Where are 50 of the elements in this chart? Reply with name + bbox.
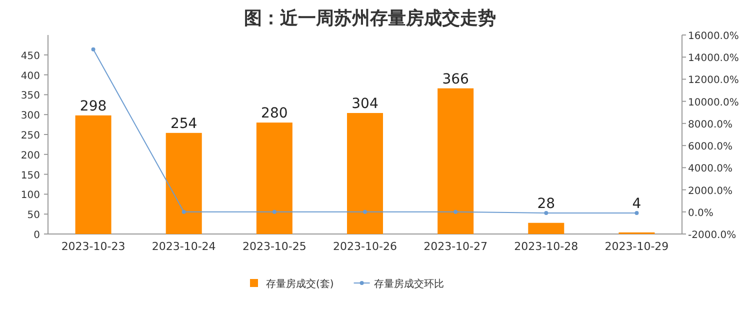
bar	[438, 88, 474, 234]
point	[363, 210, 367, 214]
x-tick-label: 2023-10-26	[333, 240, 397, 253]
x-tick-label: 2023-10-25	[242, 240, 306, 253]
y-tick-label: 150	[20, 170, 40, 182]
chart-title: 图：近一周苏州存量房成交走势	[244, 8, 496, 29]
y2-tick-label: -2000.0%	[688, 230, 736, 241]
x-tick-label: 2023-10-28	[514, 240, 578, 253]
y-tick-label: 250	[20, 130, 40, 142]
data-label: 280	[261, 106, 288, 122]
y-tick-label: 200	[20, 150, 40, 162]
point	[454, 210, 458, 214]
x-tick-label: 2023-10-29	[604, 240, 669, 253]
y-tick-label: 400	[20, 70, 40, 82]
legend-label: 存量房成交(套)	[266, 278, 334, 290]
point	[634, 210, 639, 215]
point	[272, 210, 276, 214]
y2-tick-label: 4000.0%	[688, 164, 732, 175]
y-tick-label: 450	[20, 50, 40, 62]
bar	[528, 222, 564, 234]
data-label: 4	[632, 196, 642, 212]
point	[91, 47, 96, 52]
y-tick-label: 0	[34, 230, 40, 241]
y2-tick-label: 6000.0%	[688, 142, 732, 153]
bar	[347, 113, 383, 234]
y2-tick-label: 14000.0%	[688, 53, 739, 64]
y-tick-label: 300	[20, 110, 40, 122]
point	[544, 210, 548, 215]
bar	[75, 115, 112, 234]
data-label: 298	[80, 98, 107, 114]
y2-tick-label: 12000.0%	[688, 75, 739, 86]
bar	[256, 122, 292, 234]
y2-tick-label: 10000.0%	[688, 97, 739, 108]
y-tick-label: 100	[20, 190, 40, 202]
x-tick-label: 2023-10-24	[152, 240, 216, 253]
y2-tick-label: 2000.0%	[688, 186, 732, 197]
point	[182, 210, 186, 214]
data-label: 366	[442, 71, 470, 88]
data-label: 254	[170, 116, 198, 132]
x-tick-label: 2023-10-27	[424, 240, 488, 253]
legend-label: 存量房成交环比	[374, 278, 444, 290]
y2-tick-label: 0.0%	[688, 208, 714, 219]
y2-tick-label: 8000.0%	[688, 119, 732, 130]
y-tick-label: 50	[27, 210, 40, 222]
data-label: 28	[537, 196, 556, 212]
bar	[166, 132, 202, 234]
data-label: 304	[352, 96, 378, 112]
x-tick-label: 2023-10-23	[61, 240, 126, 253]
y2-tick-label: 16000.0%	[688, 31, 739, 42]
y-tick-label: 350	[20, 90, 40, 102]
